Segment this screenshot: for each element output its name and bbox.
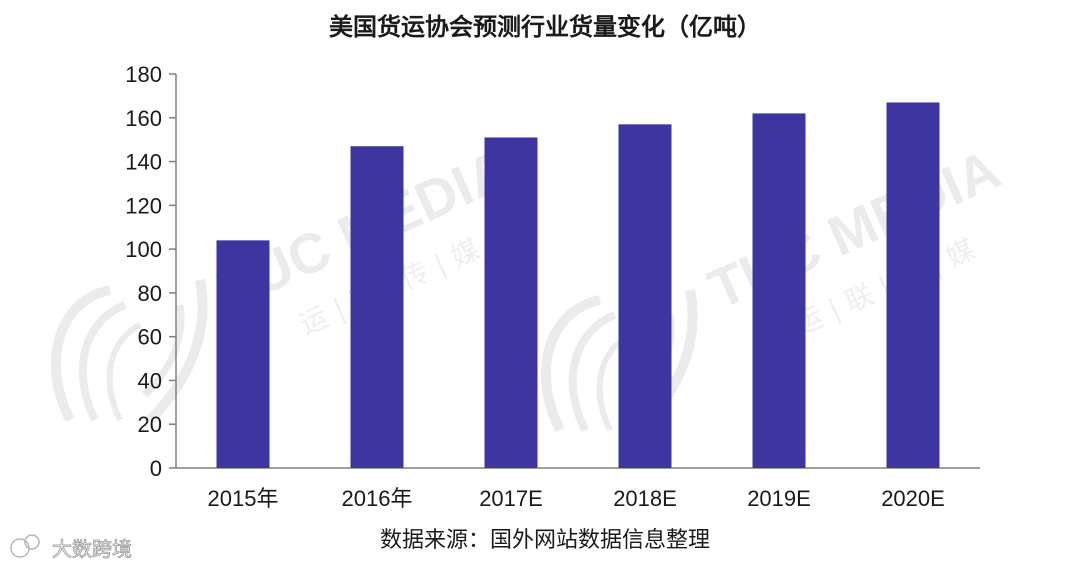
y-tick-label: 20: [138, 412, 162, 437]
chart-title: 美国货运协会预测行业货量变化（亿吨）: [329, 13, 761, 41]
y-tick-label: 160: [125, 106, 162, 131]
bar-3: [618, 124, 672, 468]
y-tick-label: 180: [125, 62, 162, 87]
y-tick-label: 80: [138, 281, 162, 306]
x-tick-label: 2016年: [342, 486, 413, 511]
y-tick-label: 40: [138, 368, 162, 393]
y-tick-label: 140: [125, 150, 162, 175]
y-tick-label: 60: [138, 325, 162, 350]
bar-4: [752, 113, 806, 469]
x-tick-label: 2018E: [613, 486, 677, 511]
x-tick-label: 2017E: [479, 486, 543, 511]
bar-5: [886, 102, 940, 468]
bar-1: [350, 146, 404, 468]
bar-0: [216, 240, 270, 468]
corner-watermark: 大数跨境: [10, 534, 132, 561]
x-axis-labels: 2015年 2016年 2017E 2018E 2019E 2020E: [208, 486, 945, 511]
bar-2: [484, 137, 538, 468]
y-tick-label: 100: [125, 237, 162, 262]
y-tick-label: 0: [150, 456, 162, 481]
watermark-logo-icon: [51, 279, 208, 424]
bars: [216, 102, 940, 469]
x-tick-label: 2020E: [881, 486, 945, 511]
x-tick-label: 2019E: [747, 486, 811, 511]
y-tick-label: 120: [125, 193, 162, 218]
source-note: 数据来源：国外网站数据信息整理: [380, 528, 710, 553]
x-tick-label: 2015年: [208, 486, 279, 511]
wechat-icon: [10, 534, 40, 558]
y-axis-ticks: 0 20 40 60 80 100 120 140 160 180: [125, 62, 176, 481]
corner-watermark-text: 大数跨境: [52, 537, 132, 561]
